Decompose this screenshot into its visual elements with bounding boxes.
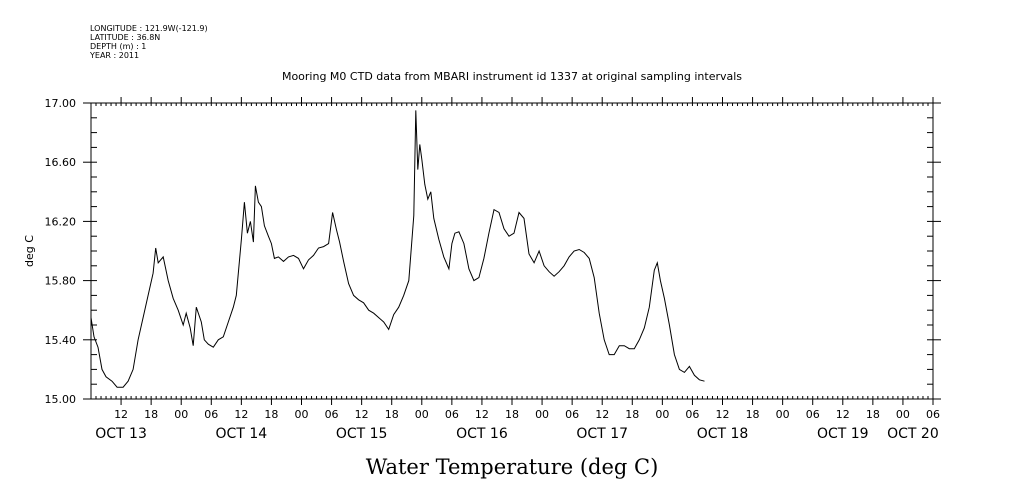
x-hour-label: 00 [295,408,309,421]
minor-ticks [90,103,934,399]
x-hour-label: 12 [234,408,248,421]
x-hour-label: 12 [114,408,128,421]
x-hour-label: 18 [866,408,880,421]
x-hour-label: 12 [595,408,609,421]
x-hour-label: 06 [806,408,820,421]
x-hour-label: 06 [204,408,218,421]
x-day-label: OCT 15 [336,426,388,442]
y-tick-label: 16.60 [45,156,77,169]
x-hour-label: 06 [445,408,459,421]
x-hour-label: 18 [385,408,399,421]
x-day-label: OCT 19 [817,426,869,442]
year-text: YEAR : 2011 [89,51,139,60]
y-axis-label: deg C [23,235,36,267]
x-hour-label: 00 [535,408,549,421]
x-hour-label: 18 [746,408,760,421]
latitude-text: LATITUDE : 36.8N [90,33,160,42]
y-tick-label: 16.20 [45,215,77,228]
x-hour-label: 06 [926,408,940,421]
x-hour-label: 12 [836,408,850,421]
x-hour-label: 06 [565,408,579,421]
x-hour-label: 00 [776,408,790,421]
x-hour-label: 06 [325,408,339,421]
y-tick-label: 15.80 [45,275,77,288]
x-hour-label: 00 [655,408,669,421]
x-hour-label: 00 [415,408,429,421]
x-axis: 12 18 00 06 12 18 00 06 12 18 00 06 12 18 00 06 12 18 00 06… [114,97,940,421]
x-axis-title: Water Temperature (deg C) [366,455,659,479]
temperature-series-line [90,110,705,388]
x-day-label: OCT 16 [456,426,508,442]
x-day-label: OCT 18 [697,426,749,442]
x-day-label: OCT 17 [576,426,628,442]
x-hour-label: 18 [264,408,278,421]
longitude-text: LONGITUDE : 121.9W(-121.9) [90,24,208,33]
y-tick-label: 15.00 [45,393,77,406]
x-hour-label: 00 [174,408,188,421]
x-day-label: OCT 20 [887,426,939,442]
x-hour-label: 12 [355,408,369,421]
y-axis: 15.00 15.40 15.80 16.20 16.60 17.00 [45,97,941,406]
x-hour-label: 00 [896,408,910,421]
x-hour-label: 12 [716,408,730,421]
day-labels: OCT 13 OCT 14 OCT 15 OCT 16 OCT 17 OCT 18 OCT … [95,426,939,442]
y-tick-label: 15.40 [45,334,77,347]
x-hour-label: 18 [144,408,158,421]
plot-frame [90,102,934,400]
x-hour-label: 18 [505,408,519,421]
depth-text: DEPTH (m) : 1 [90,42,146,51]
x-hour-label: 18 [625,408,639,421]
x-hour-label: 12 [475,408,489,421]
x-day-label: OCT 13 [95,426,147,442]
y-tick-label: 17.00 [45,97,77,110]
chart-title: Mooring M0 CTD data from MBARI instrumen… [282,70,742,83]
x-hour-label: 06 [685,408,699,421]
x-day-label: OCT 14 [216,426,268,442]
